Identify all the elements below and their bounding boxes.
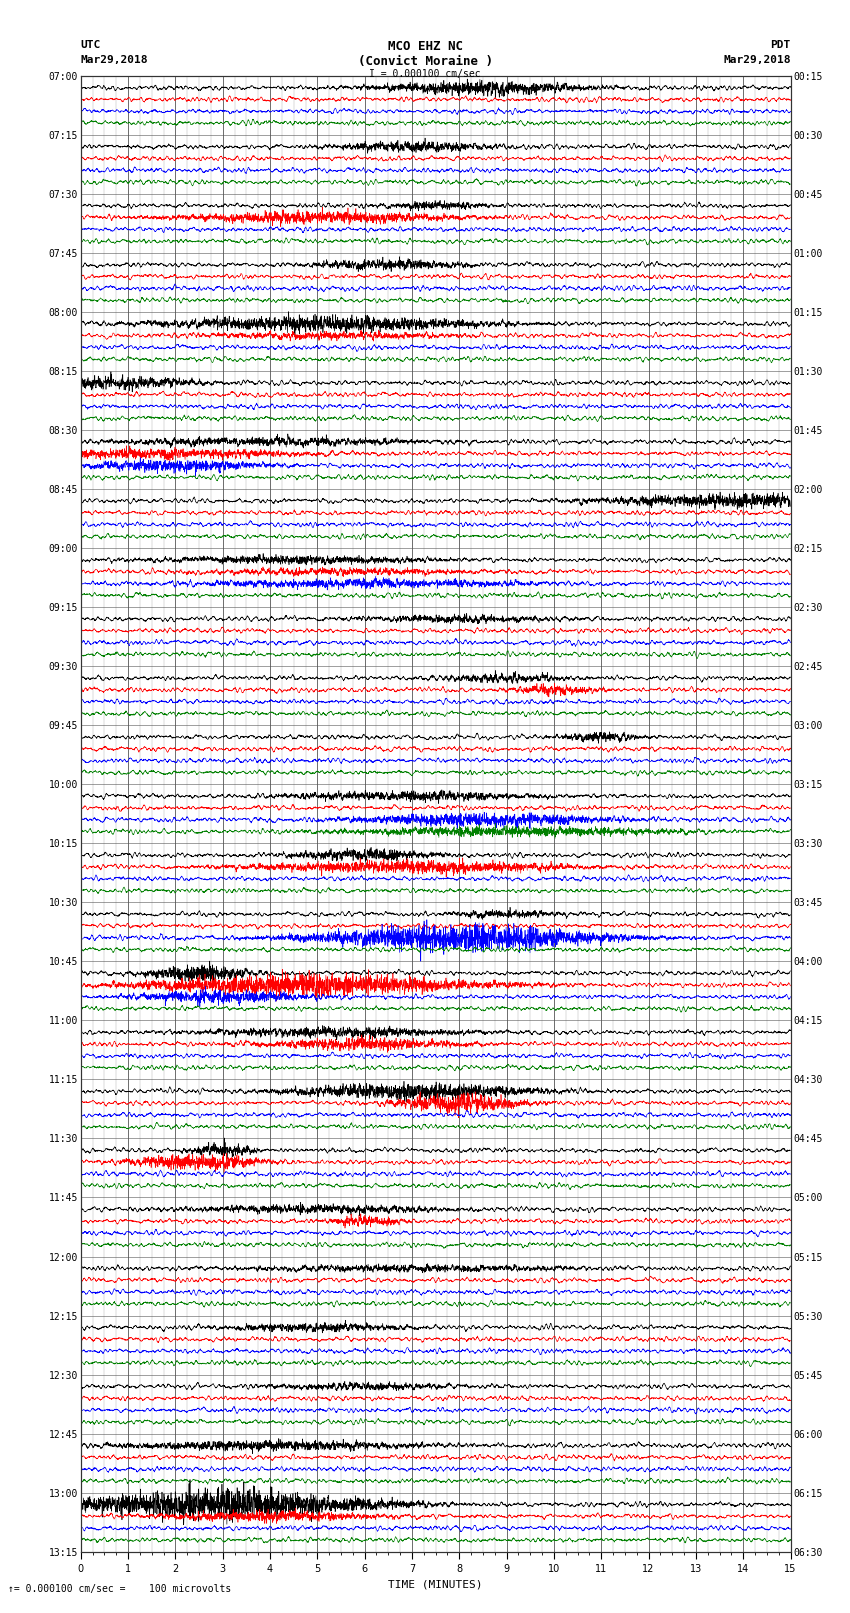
Text: Mar29,2018: Mar29,2018 — [81, 55, 148, 65]
Text: UTC: UTC — [81, 40, 101, 50]
Text: Mar29,2018: Mar29,2018 — [723, 55, 791, 65]
Text: ↑= 0.000100 cm/sec =    100 microvolts: ↑= 0.000100 cm/sec = 100 microvolts — [8, 1584, 232, 1594]
Text: PDT: PDT — [770, 40, 790, 50]
Text: MCO EHZ NC: MCO EHZ NC — [388, 40, 462, 53]
X-axis label: TIME (MINUTES): TIME (MINUTES) — [388, 1579, 483, 1589]
Text: I = 0.000100 cm/sec: I = 0.000100 cm/sec — [369, 69, 481, 79]
Text: (Convict Moraine ): (Convict Moraine ) — [358, 55, 492, 68]
